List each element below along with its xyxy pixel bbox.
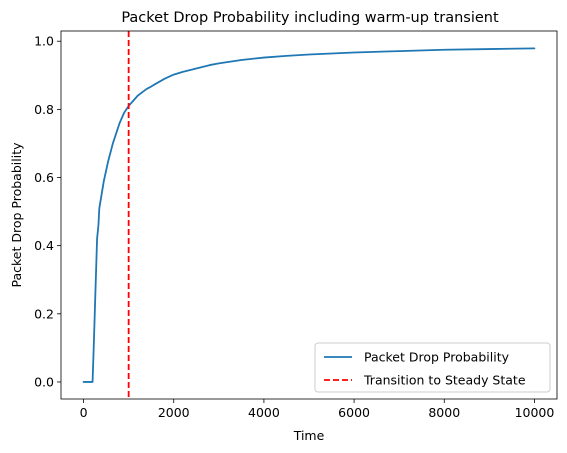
y-axis-label: Packet Drop Probability <box>9 142 24 288</box>
x-tick-label: 6000 <box>338 405 370 420</box>
x-tick-label: 0 <box>80 405 88 420</box>
y-tick-label: 0.6 <box>34 170 54 185</box>
x-tick-label: 2000 <box>158 405 190 420</box>
legend-label-steady-state: Transition to Steady State <box>363 373 526 388</box>
x-axis-label: Time <box>293 428 325 443</box>
x-axis: 0 2000 4000 6000 8000 10000 <box>80 399 555 420</box>
series-line-drop-probability <box>82 47 536 383</box>
y-axis: 0.0 0.2 0.4 0.6 0.8 1.0 <box>34 34 61 389</box>
x-tick-label: 10000 <box>515 405 555 420</box>
y-tick-label: 1.0 <box>34 34 54 49</box>
legend-box <box>314 342 551 393</box>
plot-area <box>61 31 557 399</box>
y-tick-label: 0.0 <box>34 374 54 389</box>
chart-title: Packet Drop Probability including warm-u… <box>121 10 499 26</box>
legend: Packet Drop Probability Transition to St… <box>314 342 551 393</box>
legend-label-drop-probability: Packet Drop Probability <box>364 350 510 365</box>
y-tick-label: 0.2 <box>34 306 54 321</box>
x-tick-label: 8000 <box>428 405 460 420</box>
y-tick-label: 0.4 <box>34 238 54 253</box>
y-tick-label: 0.8 <box>34 102 54 117</box>
x-tick-label: 4000 <box>248 405 280 420</box>
plot-frame <box>60 30 558 400</box>
series-layer <box>82 31 536 399</box>
